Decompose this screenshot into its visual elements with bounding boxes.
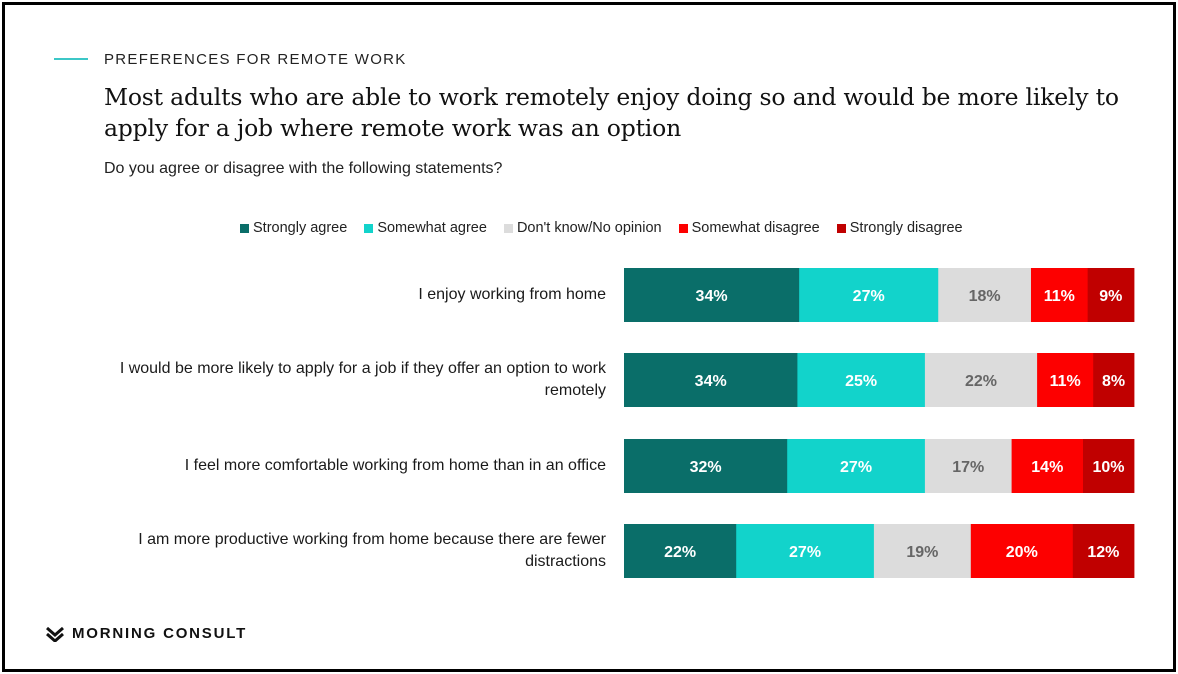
- data-label: 11%: [1044, 288, 1075, 305]
- chart-legend: Strongly agree Somewhat agree Don't know/N…: [240, 220, 963, 236]
- legend-item-somewhat-disagree: Somewhat disagree: [678, 220, 820, 236]
- brand-footer: MORNING CONSULT: [46, 625, 247, 642]
- section-eyebrow: PREFERENCES FOR REMOTE WORK: [54, 49, 407, 69]
- legend-item-strongly-disagree: Strongly disagree: [836, 220, 963, 236]
- bar-segment-don-t-know-no-opinion: [873, 524, 972, 578]
- bar-segment-strongly-disagree: [1093, 353, 1135, 407]
- bar-segment-somewhat-agree: [797, 353, 926, 407]
- bar-segment-strongly-agree: [624, 353, 798, 407]
- legend-swatch: [678, 223, 688, 233]
- legend-label: Somewhat disagree: [691, 220, 820, 236]
- bar-segment-strongly-agree: [624, 524, 737, 578]
- bar-segment-strongly-disagree: [1087, 268, 1135, 322]
- bar-segment-strongly-disagree: [1083, 439, 1135, 493]
- legend-item-strongly-agree: Strongly agree: [240, 220, 347, 236]
- legend-item-don-t-know-no-opinion: Don't know/No opinion: [503, 220, 662, 236]
- bar-segment-somewhat-agree: [787, 439, 926, 493]
- slide-headline: Most adults who are able to work remotel…: [104, 83, 1119, 142]
- legend-swatch: [836, 223, 846, 233]
- data-label: 14%: [1031, 459, 1063, 476]
- eyebrow-label: PREFERENCES FOR REMOTE WORK: [104, 50, 407, 68]
- legend-label: Strongly agree: [253, 220, 348, 236]
- category-label: I am more productive working from home b…: [138, 531, 606, 570]
- bar-segment-strongly-agree: [624, 268, 800, 322]
- legend-label: Somewhat agree: [377, 220, 487, 236]
- data-label: 12%: [1087, 544, 1119, 561]
- data-label: 17%: [952, 459, 984, 476]
- data-label: 34%: [695, 373, 727, 390]
- legend-swatch: [364, 223, 374, 233]
- bar-segment-somewhat-disagree: [1037, 353, 1094, 407]
- data-label: 19%: [906, 544, 938, 561]
- data-label: 9%: [1099, 288, 1122, 305]
- bar-segment-strongly-agree: [624, 439, 788, 493]
- bar-segment-don-t-know-no-opinion: [938, 268, 1032, 322]
- bar-segment-somewhat-agree: [799, 268, 939, 322]
- category-label: I feel more comfortable working from hom…: [184, 457, 606, 474]
- data-label: 27%: [853, 288, 885, 305]
- data-label: 10%: [1092, 459, 1124, 476]
- bar-segment-somewhat-disagree: [1011, 439, 1084, 493]
- data-label: 25%: [845, 373, 877, 390]
- category-label: I enjoy working from home: [418, 286, 606, 303]
- data-label: 11%: [1050, 373, 1081, 390]
- bar-segment-somewhat-disagree: [1030, 268, 1089, 322]
- morning-consult-logo-icon: [46, 626, 64, 642]
- bar-segment-somewhat-agree: [736, 524, 875, 578]
- bar-segment-somewhat-disagree: [970, 524, 1074, 578]
- legend-swatch: [240, 223, 249, 233]
- data-label: 27%: [840, 459, 872, 476]
- data-label: 27%: [789, 544, 821, 561]
- bar-segment-don-t-know-no-opinion: [924, 353, 1038, 407]
- bar-segment-strongly-disagree: [1072, 524, 1135, 578]
- category-label: I would be more likely to apply for a jo…: [119, 360, 606, 399]
- legend-label: Strongly disagree: [849, 220, 963, 236]
- bar-segment-don-t-know-no-opinion: [924, 439, 1012, 493]
- data-label: 22%: [965, 373, 997, 390]
- data-label: 8%: [1102, 373, 1125, 390]
- survey-question: Do you agree or disagree with the follow…: [104, 160, 503, 177]
- legend-item-somewhat-agree: Somewhat agree: [364, 220, 487, 236]
- data-label: 20%: [1006, 544, 1038, 561]
- data-label: 22%: [664, 544, 696, 561]
- legend-swatch: [503, 223, 513, 233]
- data-label: 32%: [690, 459, 722, 476]
- data-label: 18%: [969, 288, 1001, 305]
- brand-name: MORNING CONSULT: [72, 625, 248, 642]
- legend-label: Don't know/No opinion: [516, 220, 662, 236]
- data-label: 34%: [696, 288, 728, 305]
- eyebrow-accent-line: [54, 58, 88, 60]
